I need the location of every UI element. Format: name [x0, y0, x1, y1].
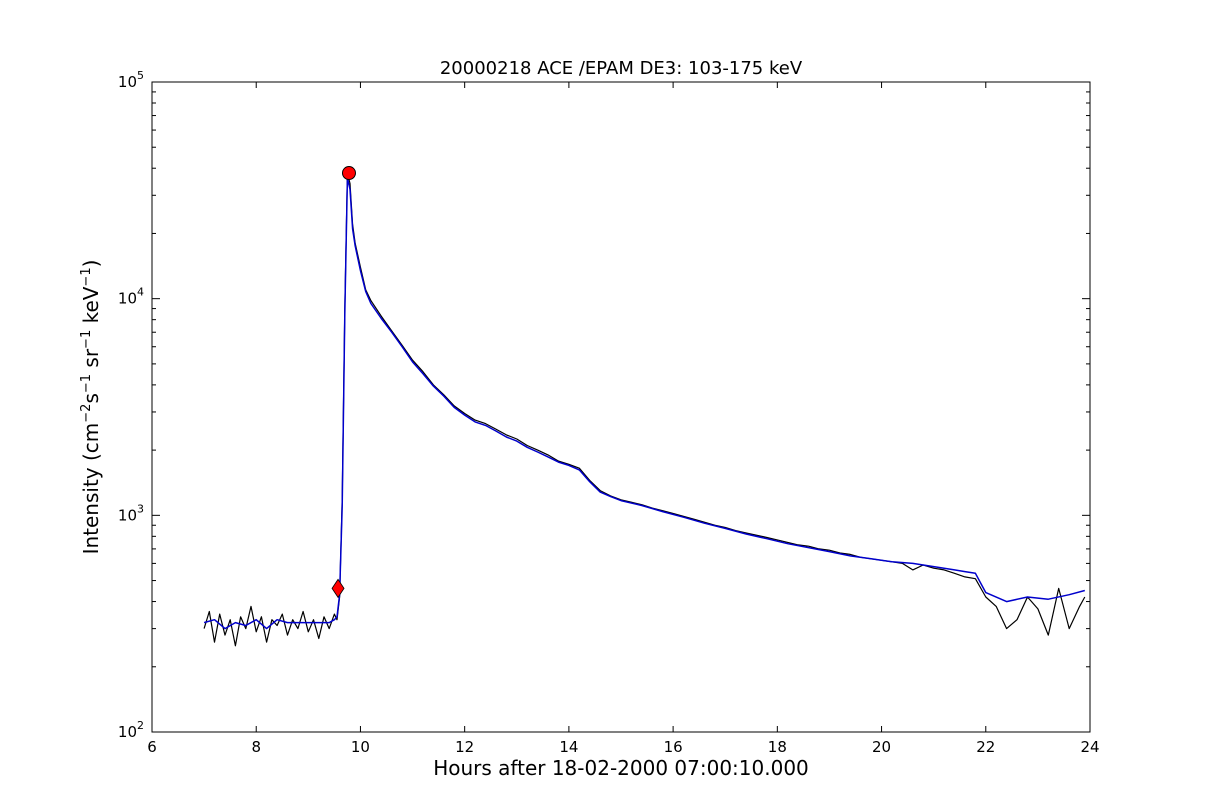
- x-tick-label: 24: [1080, 738, 1099, 756]
- series-line-raw: [203, 172, 1086, 647]
- y-tick-label: 102: [118, 719, 144, 741]
- y-tick-label: 104: [118, 286, 144, 308]
- axis-ticks: 6 8 10 12 14 16 18 20 22 24 102 103 104 105: [118, 69, 1100, 756]
- x-tick-label: 20: [872, 738, 891, 756]
- series-line-smoothed: [203, 177, 1085, 630]
- y-axis-label: Intensity (cm−2s−1 sr−1 keV−1): [79, 260, 103, 555]
- plot-area: [151, 81, 1091, 733]
- x-tick-label: 16: [664, 738, 683, 756]
- marker-peak: [341, 166, 356, 181]
- x-tick-label: 6: [147, 738, 157, 756]
- x-tick-label: 8: [251, 738, 261, 756]
- marker-layer: [331, 166, 356, 599]
- x-tick-label: 10: [351, 738, 370, 756]
- chart-title: 20000218 ACE /EPAM DE3: 103-175 keV: [440, 58, 803, 79]
- y-tick-label: 103: [118, 502, 144, 524]
- x-tick-label: 14: [559, 738, 578, 756]
- series-layer: [203, 172, 1086, 647]
- x-tick-label: 12: [455, 738, 474, 756]
- x-tick-label: 22: [976, 738, 995, 756]
- y-tick-label: 105: [118, 69, 144, 91]
- marker-onset: [331, 578, 345, 599]
- x-axis-label: Hours after 18-02-2000 07:00:10.000: [433, 756, 809, 780]
- x-tick-label: 18: [768, 738, 787, 756]
